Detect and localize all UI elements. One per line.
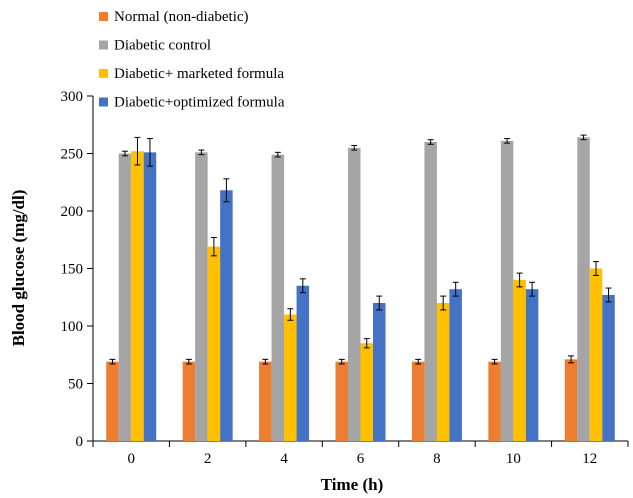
error-bars-group [109, 134, 612, 365]
bar [564, 359, 578, 441]
y-tick-label: 50 [68, 377, 83, 393]
bar [436, 303, 450, 441]
y-tick-label: 150 [61, 262, 84, 278]
bar [348, 147, 361, 441]
bar [207, 246, 221, 441]
bar [195, 152, 208, 441]
y-tick-label: 100 [61, 319, 84, 335]
y-tick-label: 0 [76, 434, 84, 450]
x-tick-label: 12 [582, 451, 597, 467]
x-tick-label: 8 [433, 451, 441, 467]
y-axis: 0 50 100 150 200 250 300 [61, 89, 94, 450]
bar [589, 268, 603, 441]
bar [602, 294, 615, 441]
bar [500, 140, 514, 441]
x-tick-label: 2 [204, 451, 212, 467]
legend-label: Diabetic control [114, 38, 211, 54]
y-tick-label: 250 [61, 147, 84, 163]
bar [182, 361, 196, 441]
bar [488, 361, 501, 441]
bar [577, 137, 590, 441]
bars-group [106, 137, 615, 441]
bar [271, 154, 285, 441]
legend-swatch [99, 12, 108, 21]
bar [131, 151, 144, 441]
bar [296, 285, 310, 441]
bar [259, 361, 272, 441]
bar [118, 153, 132, 441]
legend-label: Normal (non-diabetic) [114, 9, 249, 25]
legend-label: Diabetic+optimized formula [114, 95, 285, 111]
legend-label: Diabetic+ marketed formula [114, 66, 284, 82]
x-axis-title: Time (h) [321, 475, 384, 494]
bar [411, 361, 425, 441]
x-tick-label: 10 [506, 451, 521, 467]
bar [449, 289, 462, 441]
legend-swatch [99, 69, 108, 78]
x-axis: 0 2 4 6 8 10 12 [92, 440, 629, 467]
bar [106, 361, 119, 441]
x-tick-label: 4 [280, 451, 288, 467]
bar [424, 142, 437, 441]
legend-swatch [99, 40, 108, 50]
y-tick-label: 200 [61, 204, 84, 220]
bar [525, 289, 539, 441]
legend-swatch [99, 97, 108, 107]
bar [373, 303, 386, 441]
bar [220, 190, 233, 441]
bar [335, 361, 348, 441]
x-tick-label: 0 [127, 451, 135, 467]
bar [284, 314, 297, 441]
bar [143, 152, 157, 441]
bar [513, 280, 526, 441]
x-tick-label: 6 [357, 451, 365, 467]
bar [360, 343, 373, 441]
y-axis-title: Blood glucose (mg/dl) [9, 190, 28, 347]
legend: Normal (non-diabetic) Diabetic control Dia… [99, 9, 285, 111]
y-tick-label: 300 [61, 89, 84, 105]
